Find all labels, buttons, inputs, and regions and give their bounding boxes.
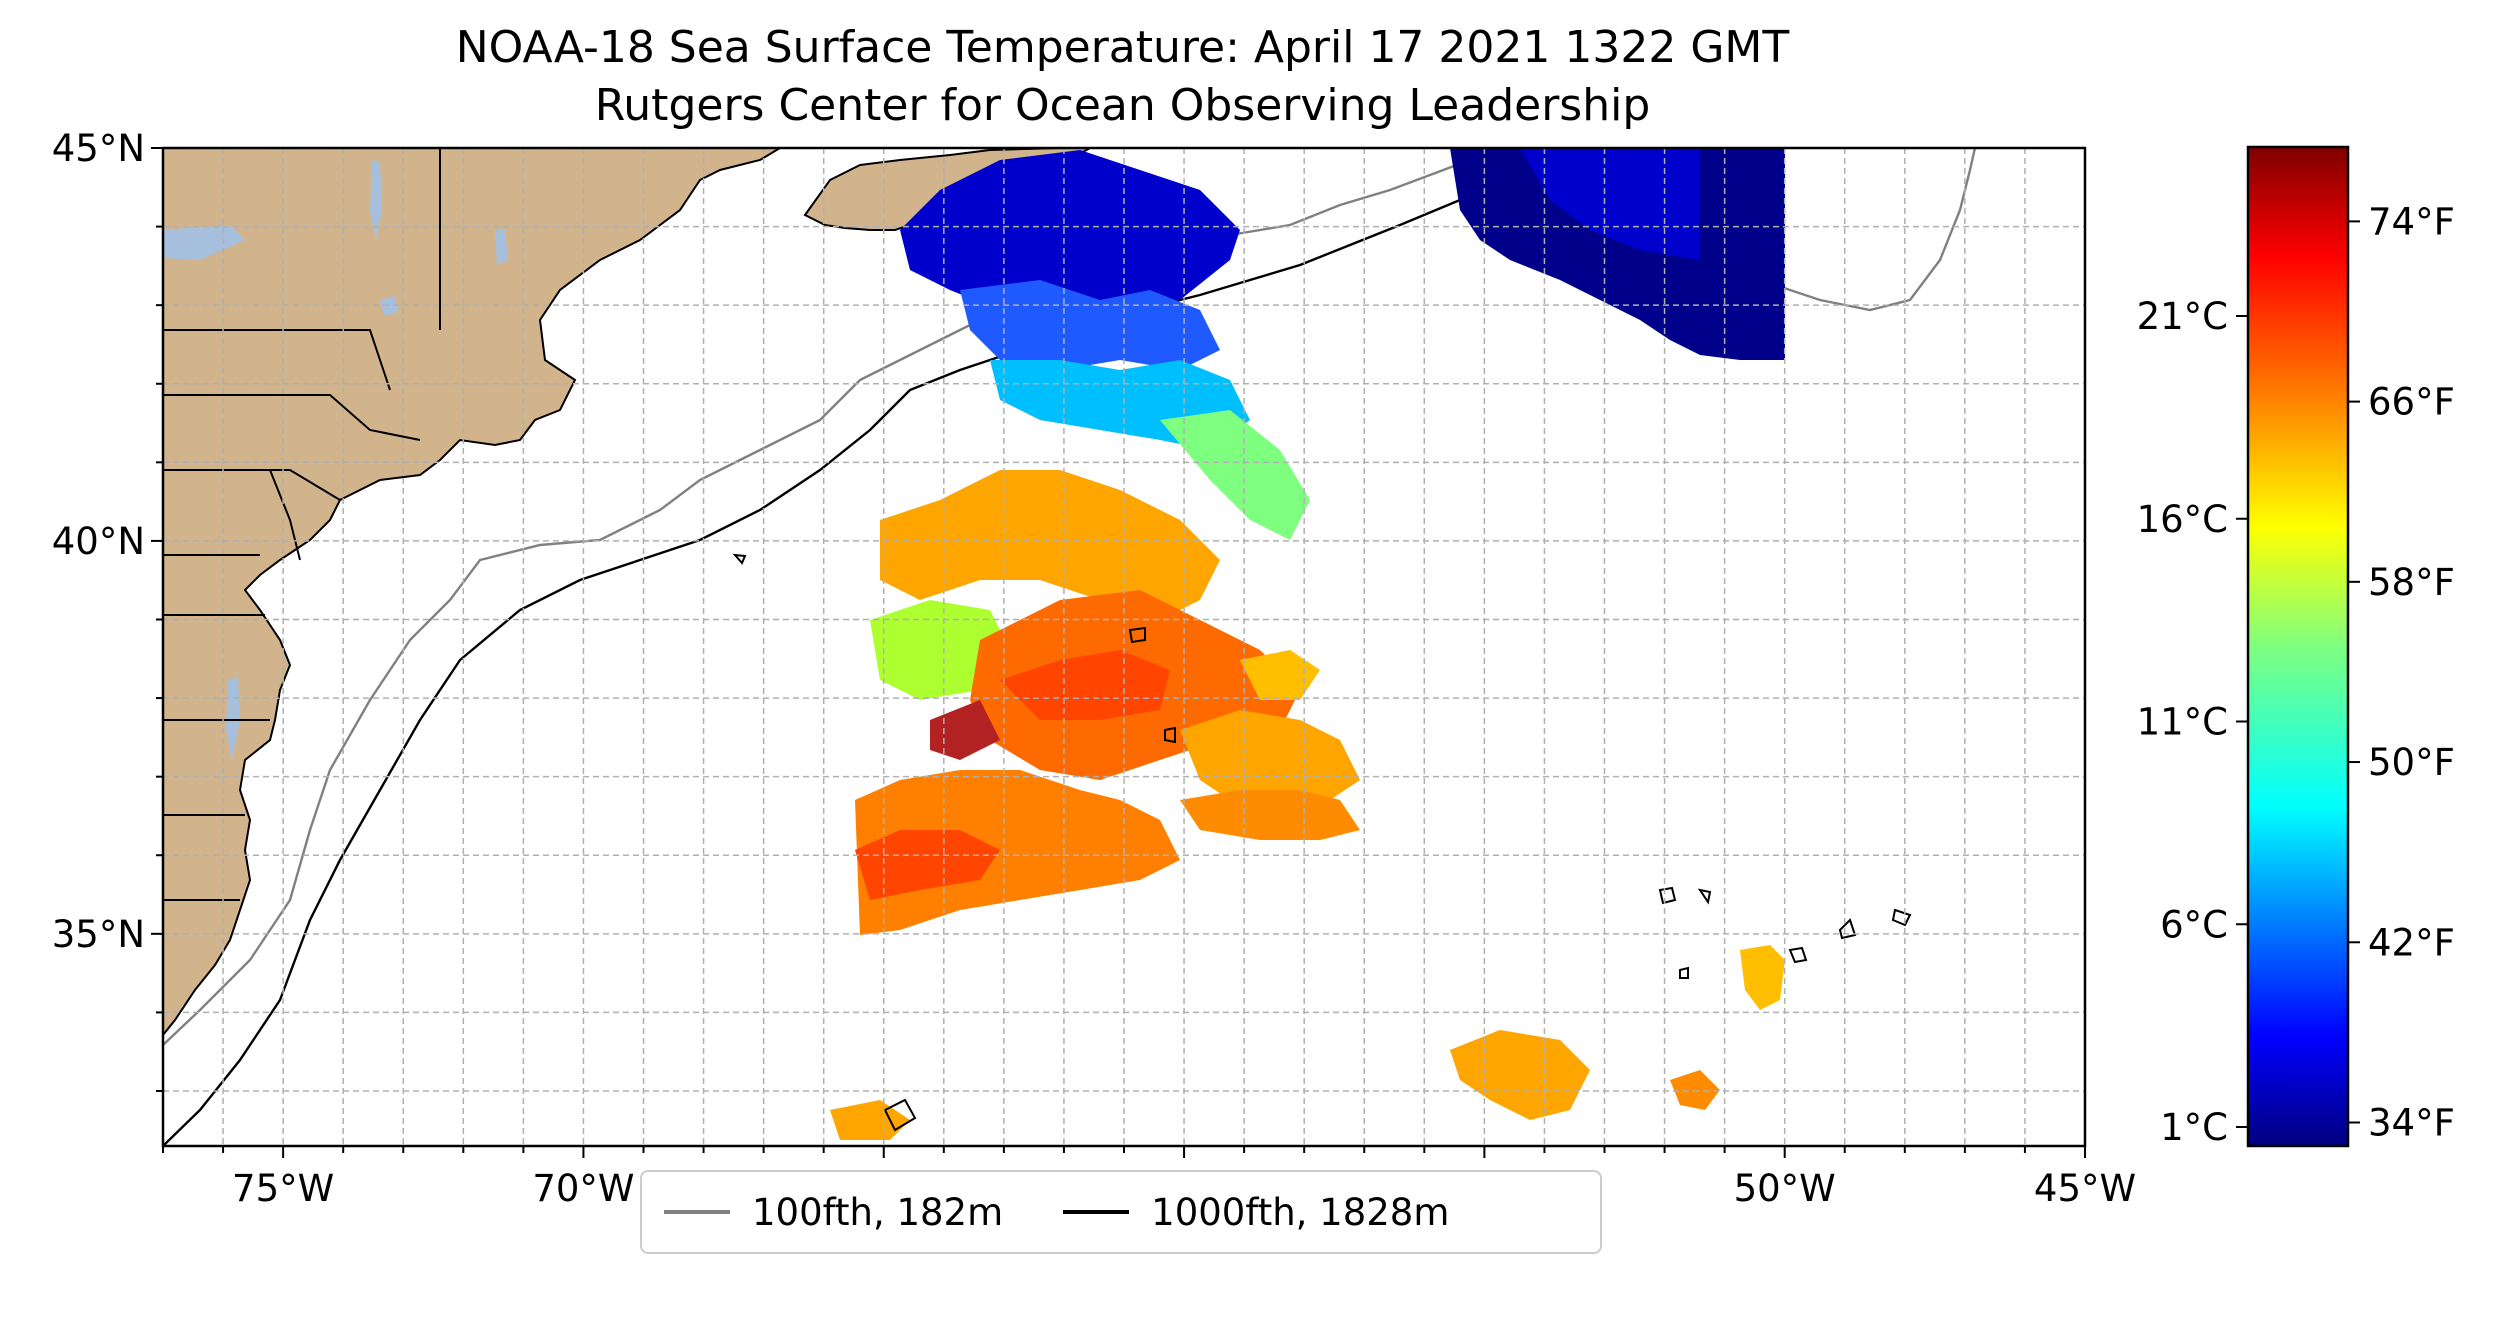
colorbar-celsius-label: 11°C: [2137, 701, 2228, 744]
lat-tick-label: 35°N: [52, 913, 145, 956]
colorbar-celsius-label: 6°C: [2160, 903, 2228, 946]
lat-tick-label: 45°N: [52, 127, 145, 170]
colorbar-celsius-axis: 1°C 6°C 11°C 16°C 21°C: [2137, 295, 2248, 1149]
map-subtitle: Rutgers Center for Ocean Observing Leade…: [594, 80, 1651, 131]
colorbar-fahrenheit-label: 42°F: [2368, 921, 2455, 964]
colorbar-fahrenheit-label: 34°F: [2368, 1101, 2455, 1144]
colorbar-fahrenheit-label: 58°F: [2368, 561, 2455, 604]
lat-tick-label: 40°N: [52, 520, 145, 563]
legend-line-100fth: [664, 1210, 730, 1214]
lon-tick-label: 50°W: [1734, 1167, 1836, 1210]
lake-winnipesaukee: [380, 296, 398, 316]
lake-ontario-edge: [163, 225, 245, 260]
map-title: NOAA-18 Sea Surface Temperature: April 1…: [455, 22, 1790, 73]
land-new-england: [163, 148, 782, 1037]
colorbar-celsius-label: 16°C: [2137, 498, 2228, 541]
lake-moosehead: [495, 230, 508, 265]
colorbar-fahrenheit-axis: 34°F 42°F 50°F 58°F 66°F 74°F: [2348, 200, 2455, 1144]
chesapeake-bay: [226, 676, 240, 760]
sst-data-layer: [830, 148, 1785, 1140]
colorbar-celsius-label: 21°C: [2137, 295, 2228, 338]
lake-champlain: [370, 160, 382, 240]
legend-label-100fth: 100fth, 182m: [752, 1190, 1004, 1234]
legend-item-100fth: 100fth, 182m: [664, 1191, 1003, 1234]
lon-tick-label: 45°W: [2034, 1167, 2136, 1210]
gridlines: [163, 148, 2085, 1146]
colorbar-fahrenheit-label: 50°F: [2368, 741, 2455, 784]
latitude-axis: 45°N 40°N 35°N: [52, 127, 163, 1092]
legend-item-1000fth: 1000fth, 1828m: [1063, 1191, 1449, 1234]
contour-100fth: [163, 148, 1501, 1046]
colorbar: [2246, 145, 2350, 1148]
contour-1000fth: [163, 148, 1601, 1146]
state-boundaries: [163, 148, 441, 901]
colorbar-fahrenheit-label: 66°F: [2368, 381, 2455, 424]
lon-tick-label: 70°W: [532, 1167, 634, 1210]
colorbar-celsius-label: 1°C: [2160, 1106, 2228, 1149]
colorbar-fahrenheit-label: 74°F: [2368, 200, 2455, 243]
lon-tick-label: 75°W: [232, 1167, 334, 1210]
map-legend: 100fth, 182m 1000fth, 1828m: [640, 1170, 1602, 1254]
legend-line-1000fth: [1063, 1210, 1130, 1214]
legend-label-1000fth: 1000fth, 1828m: [1151, 1190, 1450, 1234]
